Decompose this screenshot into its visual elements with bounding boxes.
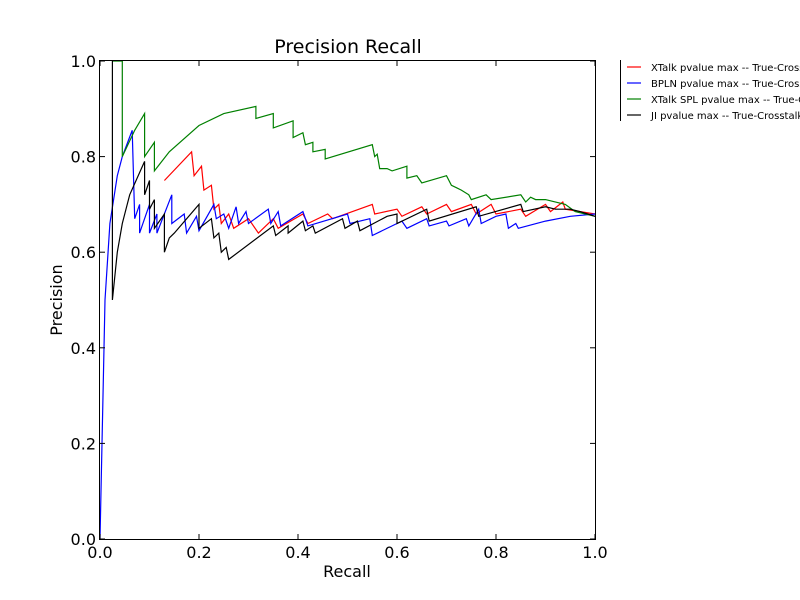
y-tick-label: 0.0 (71, 530, 96, 549)
legend-label-4: JI pvalue max -- True-Crosstalk (650, 111, 800, 122)
x-tick-label: 1.0 (582, 543, 607, 562)
y-tick-label: 0.2 (71, 434, 96, 453)
x-axis-title: Recall (323, 562, 371, 581)
y-tick-label: 0.4 (71, 339, 96, 358)
plot-frame (99, 60, 596, 540)
y-axis-title: Precision (47, 264, 66, 335)
y-tick-label: 0.6 (71, 243, 96, 262)
chart-title: Precision Recall (274, 36, 422, 58)
x-tick-label: 0.6 (384, 543, 409, 562)
legend: XTalk pvalue max -- True-Crosstalk BPLN p… (620, 60, 800, 122)
x-tick-label: 0.4 (285, 543, 310, 562)
series-line-2 (99, 130, 596, 540)
series-line-4 (111, 61, 596, 301)
y-tick-label: 0.8 (71, 148, 96, 167)
ticks-layer: 0.0 0.2 0.4 0.6 0.8 1.0 0.0 0.2 0.4 0.6 0.8 1.0 (71, 52, 608, 562)
series-layer (99, 60, 596, 540)
x-tick-label: 0.2 (186, 543, 211, 562)
legend-label-3: XTalk SPL pvalue max -- True-Crosstalk (651, 95, 800, 106)
series-line-1 (163, 150, 596, 235)
x-tick-label: 0.8 (483, 543, 508, 562)
x-tick-label: 0.0 (87, 543, 112, 562)
series-line-3 (112, 60, 596, 217)
legend-label-2: BPLN pvalue max -- True-Crosstalk (651, 79, 800, 90)
y-tick-label: 1.0 (71, 52, 96, 71)
legend-label-1: XTalk pvalue max -- True-Crosstalk (651, 63, 800, 74)
